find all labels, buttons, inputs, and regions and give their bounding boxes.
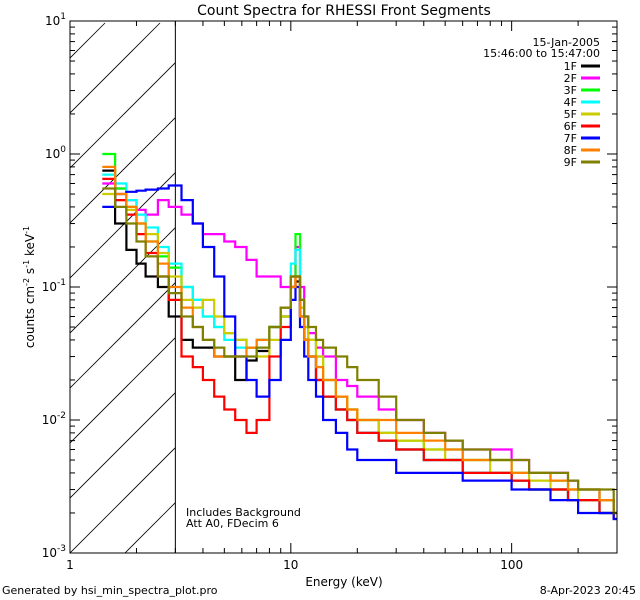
series-line-4F — [102, 173, 617, 515]
y-axis: 10-3 10-2 10-1 100 101 — [42, 12, 617, 560]
series-group — [102, 152, 617, 521]
legend-label-3F: 3F — [564, 84, 577, 97]
legend-label-5F: 5F — [564, 108, 577, 121]
hatch-line — [70, 392, 176, 499]
legend-label-1F: 1F — [564, 60, 577, 73]
annotation-background: Includes Background — [186, 506, 301, 519]
series-line-2F — [102, 182, 617, 515]
legend-label-4F: 4F — [564, 96, 577, 109]
legend-label-2F: 2F — [564, 72, 577, 85]
annotation-attenuator: Att A0, FDecim 6 — [186, 517, 279, 530]
chart-title: Count Spectra for RHESSI Front Segments — [197, 3, 491, 19]
x-axis-label: Energy (keV) — [305, 575, 382, 589]
hatch-line — [70, 62, 176, 169]
series-line-6F — [102, 177, 617, 521]
hatch-line — [70, 227, 176, 334]
legend-label-9F: 9F — [564, 156, 577, 169]
hatch-line — [620, 23, 640, 553]
series-line-5F — [102, 192, 617, 515]
series-line-7F — [102, 184, 617, 521]
hatch-line — [70, 22, 161, 114]
x-tick-label: 100 — [500, 558, 523, 572]
legend-label-8F: 8F — [564, 144, 577, 157]
y-tick-label: 101 — [45, 12, 66, 28]
x-tick-label: 1 — [66, 558, 74, 572]
hatch-line — [70, 282, 176, 389]
time-range-label: 15:46:00 to 15:47:00 — [483, 47, 600, 60]
y-tick-label: 10-2 — [42, 411, 66, 427]
series-line-9F — [102, 187, 617, 515]
legend-label-7F: 7F — [564, 132, 577, 145]
footer-timestamp: 8-Apr-2023 20:45 — [539, 584, 636, 597]
date-label: 15-Jan-2005 — [533, 36, 601, 49]
x-axis: 1 10 100 — [66, 21, 618, 572]
legend-label-6F: 6F — [564, 120, 577, 133]
y-tick-label: 10-3 — [42, 544, 66, 560]
y-axis-label: counts cm-2 s-1 keV-1 — [22, 226, 37, 348]
series-line-1F — [102, 169, 617, 515]
y-tick-label: 100 — [45, 145, 66, 161]
y-tick-label: 10-1 — [42, 278, 66, 294]
hatch-line — [70, 447, 176, 553]
x-tick-label: 10 — [283, 558, 298, 572]
footer-generated-by: Generated by hsi_min_spectra_plot.pro — [2, 584, 218, 597]
